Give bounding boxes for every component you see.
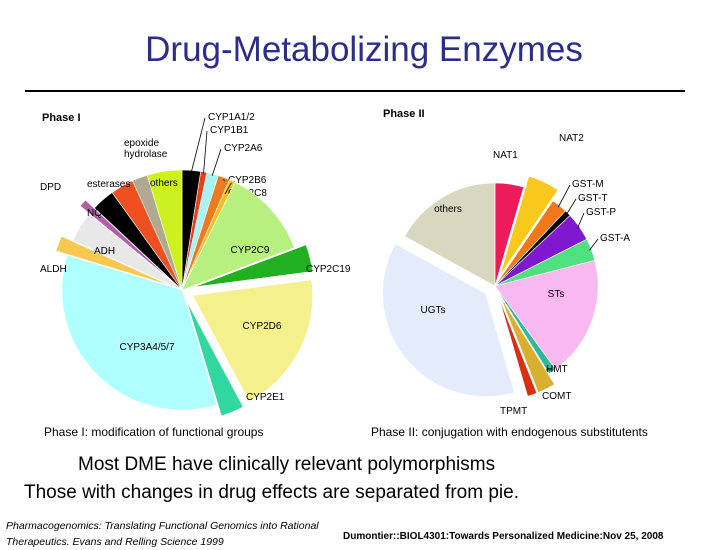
phase1-label-adh: ADH — [94, 246, 115, 257]
phase2-leader-gst-p — [578, 213, 584, 228]
phase2-label-ugts: UGTs — [421, 305, 446, 316]
phase1-slice-cyp2d6 — [193, 280, 313, 401]
phase1-label-cyp2e1: CYP2E1 — [246, 392, 285, 403]
separation-statement: Those with changes in drug effects are s… — [24, 482, 519, 504]
phase2-pie: NAT1 NAT2 GST-M GST-T GST-P GST-A STs HMT COMT TP… — [383, 133, 631, 417]
phase2-label-comt: COMT — [542, 391, 571, 402]
polymorphism-statement: Most DME have clinically relevant polymo… — [78, 454, 495, 476]
phase2-leader-gst-t — [566, 199, 576, 215]
phase1-label-nqo1: NQO1 — [87, 208, 116, 219]
phase1-label-cyp2a6: CYP2A6 — [224, 143, 263, 154]
phase1-label-cyp2c19: CYP2C19 — [306, 264, 351, 275]
phase2-label-nat2: NAT2 — [559, 133, 584, 144]
phase1-chart-title: Phase I — [42, 112, 81, 124]
phase1-label-esterases: esterases — [87, 179, 130, 190]
phase1-leader-cyp1b1 — [204, 131, 207, 174]
phase2-label-gst-m: GST-M — [572, 179, 604, 190]
phase1-label-cyp1b1: CYP1B1 — [210, 125, 249, 136]
citation: Pharmacogenomics: Translating Functional… — [6, 518, 376, 550]
pie-charts: Phase I Phase II CYP1A1/2 CYP1B1 CYP2A6 CYP… — [0, 0, 728, 420]
phase1-caption: Phase I: modification of functional grou… — [44, 425, 263, 439]
phase2-label-gst-a: GST-A — [600, 233, 630, 244]
phase1-label-aldh: ALDH — [40, 264, 67, 275]
phase1-leader-cyp1a1-2 — [191, 118, 205, 172]
phase1-pie: CYP1A1/2CYP1B1CYP2A6CYP2B6CYP2C8CYP2C9CY… — [40, 112, 351, 416]
phase1-label-dpd: DPD — [40, 182, 61, 193]
phase1-label-cyp2c9: CYP2C9 — [231, 245, 270, 256]
phase2-label-gst-p: GST-P — [586, 207, 616, 218]
phase2-label-sts: STs — [548, 289, 565, 300]
phase2-caption: Phase II: conjugation with endogenous su… — [371, 425, 648, 439]
phase1-label-cyp3a4-5-7: CYP3A4/5/7 — [119, 342, 174, 353]
phase2-leader-gst-a — [589, 239, 598, 250]
phase2-label-tpmt: TPMT — [500, 406, 527, 417]
phase1-label-cyp1a1-2: CYP1A1/2 — [208, 112, 255, 123]
phase2-label-gst-t: GST-T — [578, 193, 607, 204]
phase2-label-hmt: HMT — [546, 364, 568, 375]
phase1-leader-cyp2a6 — [212, 149, 221, 176]
phase1-label-cyp2d6: CYP2D6 — [243, 321, 282, 332]
course-footer: Dumontier::BIOL4301:Towards Personalized… — [343, 531, 663, 542]
phase1-label-others: others — [150, 178, 178, 189]
phase2-chart-title: Phase II — [383, 108, 425, 120]
phase2-leader-gst-m — [558, 185, 570, 207]
phase2-label-others: others — [434, 204, 462, 215]
phase2-label-nat1: NAT1 — [493, 150, 518, 161]
